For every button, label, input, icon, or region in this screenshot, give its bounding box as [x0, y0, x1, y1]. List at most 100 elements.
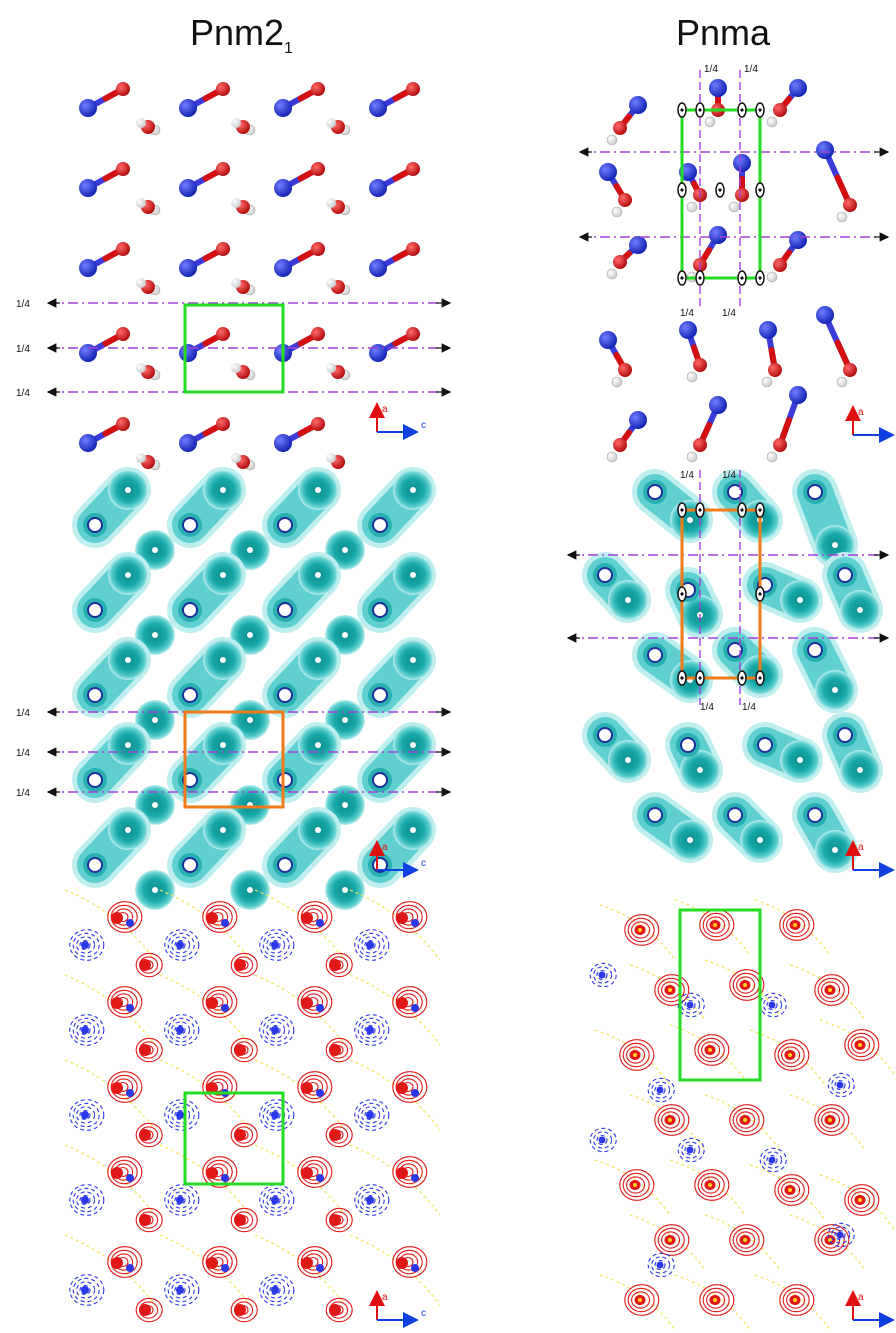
positive-contour — [325, 952, 353, 978]
positive-contour — [624, 914, 660, 946]
oxygen-center — [708, 1183, 712, 1187]
nitrogen-core — [411, 1089, 419, 1097]
title-pnma: Pnma — [676, 12, 770, 54]
positive-contour — [851, 1191, 871, 1209]
atom-hole — [727, 484, 743, 500]
density-pnma: 1/41/41/41/4ac — [566, 469, 895, 878]
nitrogen-core — [176, 1286, 184, 1294]
hydrogen-atom — [606, 134, 618, 146]
nitrogen-core — [221, 1174, 229, 1182]
positive-contour — [736, 1111, 756, 1129]
positive-contour — [135, 1037, 163, 1063]
twofold-axis-dot — [698, 108, 702, 112]
atom-hole — [87, 772, 103, 788]
negative-contour — [364, 1194, 376, 1206]
oxygen-center — [828, 1118, 832, 1122]
atom-center — [687, 517, 693, 523]
nitrogen-atom — [274, 99, 292, 117]
atom-center — [315, 742, 321, 748]
nitrogen-atom — [599, 331, 617, 349]
oxygen-lobe — [111, 1167, 123, 1179]
atom-center — [857, 607, 863, 613]
zero-contour — [599, 1274, 676, 1331]
positive-contour — [732, 1227, 760, 1253]
atom-center — [125, 827, 131, 833]
negative-contour — [766, 1154, 778, 1166]
nitrogen-core — [176, 1196, 184, 1204]
atom-center — [220, 742, 226, 748]
nitrogen-core — [126, 1089, 134, 1097]
oxygen-atom — [216, 82, 230, 96]
oxygen-atom — [406, 82, 420, 96]
oxygen-center — [708, 1048, 712, 1052]
nitrogen-atom — [599, 163, 617, 181]
atom-hole — [647, 647, 663, 663]
zero-contour — [254, 889, 346, 961]
oxygen-center — [713, 1298, 717, 1302]
twofold-axis-dot — [698, 508, 702, 512]
atom-hole — [277, 517, 293, 533]
positive-contour — [392, 986, 428, 1018]
oxygen-lobe — [396, 1257, 408, 1269]
twofold-axis-dot — [740, 676, 744, 680]
unit-cell — [183, 1091, 285, 1186]
hydrogen-atom — [136, 453, 146, 463]
quarter-label: 1/4 — [16, 344, 30, 355]
negative-contour — [677, 992, 705, 1018]
atom-center — [220, 572, 226, 578]
oxygen-center — [743, 1238, 747, 1242]
oxygen-atom — [618, 363, 632, 377]
nitrogen-atom — [79, 259, 97, 277]
quarter-label: 1/4 — [16, 388, 30, 399]
twofold-axis-dot — [680, 276, 684, 280]
atom-hole — [87, 517, 103, 533]
nitrogen-atom — [369, 259, 387, 277]
nitrogen-core — [411, 1174, 419, 1182]
twofold-axis-dot — [758, 188, 762, 192]
atom-center — [832, 542, 838, 548]
negative-contour — [269, 1109, 281, 1121]
positive-contour — [736, 976, 756, 994]
hydrogen-atom — [606, 268, 618, 280]
atom-hole — [277, 687, 293, 703]
negative-contour — [164, 1274, 200, 1306]
atom-center — [152, 717, 158, 723]
oxygen-atom — [311, 82, 325, 96]
negative-contour — [357, 932, 385, 958]
negative-contour — [69, 1099, 105, 1131]
oxygen-lobe — [111, 1257, 123, 1269]
positive-contour — [781, 1181, 801, 1199]
negative-contour — [651, 1081, 671, 1099]
positive-contour — [654, 1104, 690, 1136]
negative-contour — [831, 1076, 851, 1094]
oxygen-lobe — [206, 997, 218, 1009]
atom-center — [625, 597, 631, 603]
negative-contour — [766, 999, 778, 1011]
oxygen-center — [788, 1053, 792, 1057]
positive-contour — [774, 1174, 810, 1206]
positive-contour — [297, 1071, 333, 1103]
positive-contour — [786, 1291, 806, 1309]
hydrogen-atom — [611, 376, 623, 388]
atom-hole — [807, 484, 823, 500]
atom-center — [757, 837, 763, 843]
positive-contour — [782, 912, 810, 938]
nitrogen-core — [768, 1156, 776, 1164]
negative-contour — [171, 1281, 191, 1299]
oxygen-center — [638, 1298, 642, 1302]
unit-cell — [183, 303, 285, 394]
nitrogen-core — [366, 1111, 374, 1119]
negative-contour — [354, 1184, 390, 1216]
positive-contour — [821, 1111, 841, 1129]
positive-contour — [814, 974, 850, 1006]
panel-content: 1/41/41/4ac1/41/41/41/4ac1/41/41/4ac1/41… — [16, 64, 896, 1331]
atom-hole — [182, 602, 198, 618]
oxygen-atom — [311, 417, 325, 431]
positive-contour — [202, 1246, 238, 1278]
hydrogen-atom — [326, 278, 336, 288]
negative-contour — [354, 1014, 390, 1046]
negative-contour — [76, 1106, 96, 1124]
oxygen-atom — [311, 327, 325, 341]
atom-hole — [680, 737, 696, 753]
atom-center — [315, 657, 321, 663]
